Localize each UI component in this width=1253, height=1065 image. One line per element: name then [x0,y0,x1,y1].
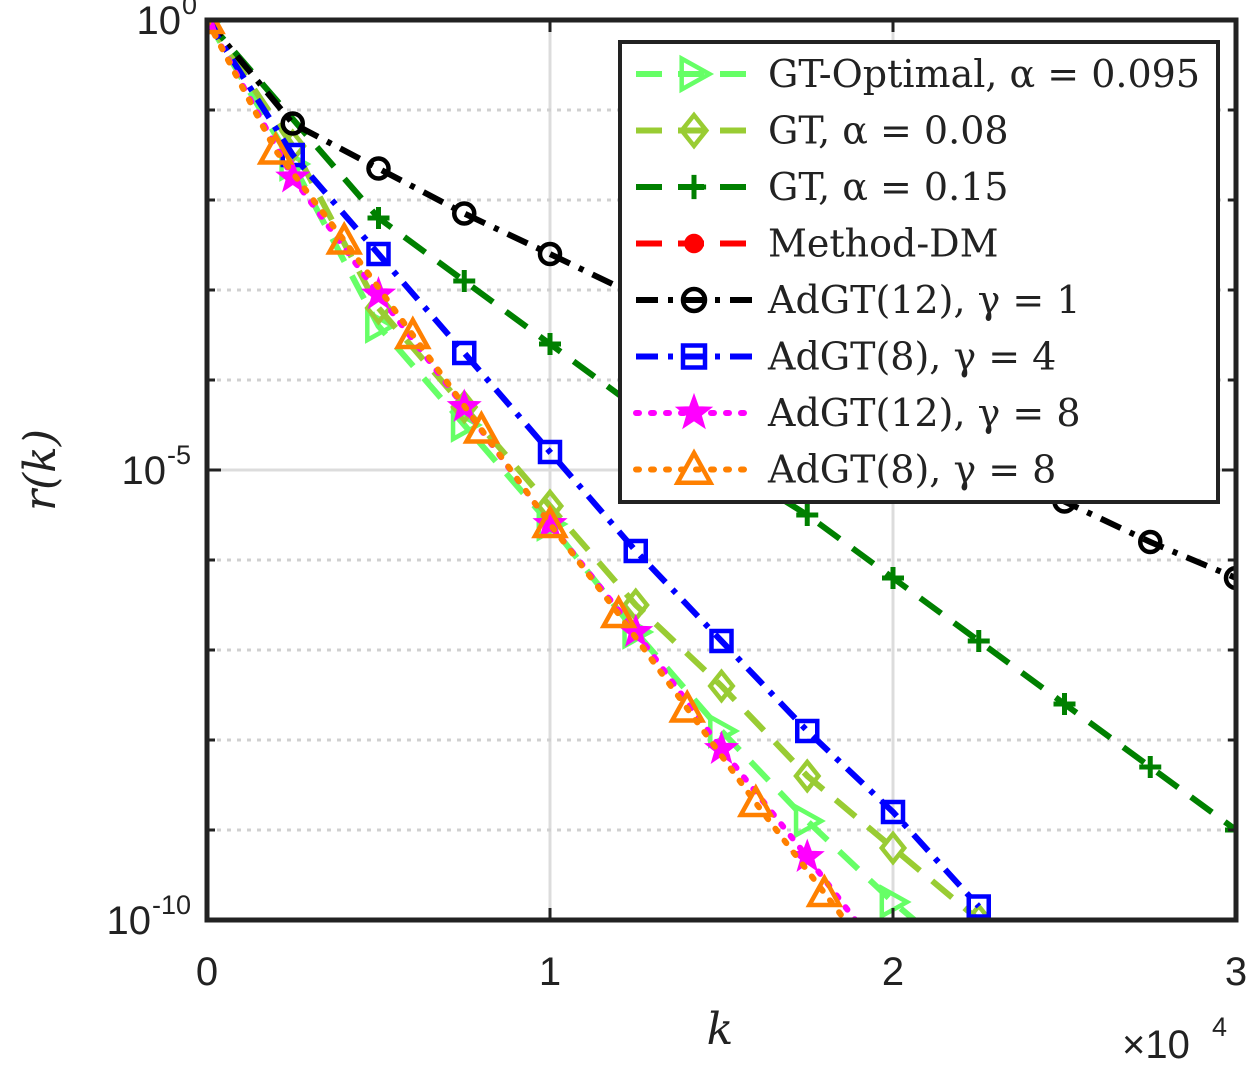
y-tick-base: 10 [137,0,182,43]
axis-ticks [205,18,1238,922]
square-marker [366,241,391,267]
series-line [207,20,1236,581]
legend-label: GT, α = 0.15 [768,165,1009,209]
x-tick-label: 0 [196,950,218,994]
y-tick-exponent: -10 [152,890,191,920]
legend-label: AdGT(8), γ = 4 [767,335,1056,379]
y-tick-label: 10 -5 [122,440,192,493]
square-marker [880,799,906,825]
x-tick-label: 2 [882,950,904,994]
circle-marker [1138,529,1163,555]
plus-marker [681,174,707,200]
series-line [207,20,982,909]
plus-marker [367,207,390,229]
plus-marker [1053,693,1076,715]
series-line [207,20,849,920]
square-marker [537,439,563,465]
series-line [207,20,860,920]
plus-marker [1139,756,1162,778]
plus-marker [882,567,904,589]
legend-label: GT-Optimal, α = 0.095 [768,52,1200,96]
series-8 [207,20,860,920]
series-6 [207,20,991,919]
y-tick-label: 10 0 [137,0,198,43]
dot-marker [684,233,704,254]
plus-marker [539,333,561,355]
x-multiplier-exponent: 4 [1212,1012,1227,1042]
diamond-marker [707,668,736,704]
x-tick-labels: 0 1 2 3 [196,950,1247,994]
diamond-marker [878,830,908,866]
triangle-up-marker [531,504,569,539]
legend-entry: AdGT(8), γ = 4 [636,335,1056,379]
triangle-right-marker [968,960,993,988]
legend-entry: AdGT(12), γ = 1 [636,278,1081,322]
triangle-up-marker [325,220,364,255]
triangle-up-marker [462,409,501,444]
y-tick-exponent: 0 [182,0,197,20]
plus-marker [967,630,990,652]
y-tick-label: 10 -10 [107,890,192,943]
circle-marker [1223,565,1236,591]
legend-entry: Method-DM [636,222,999,266]
legend-label: AdGT(8), γ = 8 [767,448,1056,492]
triangle-right-marker [679,54,715,94]
square-marker [680,343,708,370]
diamond-marker [678,111,710,150]
y-tick-base: 10 [122,449,167,493]
y-axis-label: r(k) [15,429,66,511]
legend-label: AdGT(12), γ = 1 [767,278,1081,322]
triangle-up-marker [256,130,295,165]
triangle-up-marker [673,448,715,485]
triangle-up-marker [599,594,638,629]
square-marker [795,718,820,744]
star-marker [532,505,568,539]
legend-label: Method-DM [768,222,999,266]
x-tick-label: 3 [1225,950,1247,994]
circle-marker [452,201,477,226]
plus-marker [453,270,476,292]
star-marker [360,276,397,310]
circle-marker [366,156,391,181]
legend-entry: GT, α = 0.08 [636,109,1009,153]
circle-marker [680,286,708,314]
legend-label: AdGT(12), γ = 8 [767,391,1081,435]
square-marker [452,340,477,366]
diamond-marker [1053,978,1075,1006]
circle-marker [280,111,305,136]
plus-marker [796,504,819,526]
legend: GT-Optimal, α = 0.095 GT, α = 0.08 GT, α =… [618,40,1220,504]
square-marker [966,894,991,919]
x-multiplier-label: ×10 [1122,1023,1190,1065]
square-marker [623,538,648,564]
diamond-marker [793,758,822,794]
triangle-up-marker [393,315,432,350]
y-tick-exponent: -5 [167,440,191,470]
triangle-up-marker [857,918,860,920]
square-marker [709,628,734,654]
legend-entry: GT-Optimal, α = 0.095 [636,52,1200,96]
triangle-up-marker [736,783,775,818]
circle-marker [537,241,563,267]
legend-label: GT, α = 0.08 [768,109,1009,153]
legend-entry: AdGT(8), γ = 8 [633,448,1056,492]
x-tick-label: 1 [539,950,561,994]
triangle-up-marker [805,873,844,908]
legend-entry: AdGT(12), γ = 8 [633,391,1081,435]
legend-box [618,40,1220,504]
star-marker [674,392,714,430]
triangle-right-marker [793,803,826,839]
triangle-up-marker [668,688,707,723]
legend-entry: GT, α = 0.15 [636,165,1009,209]
y-tick-base: 10 [107,899,152,943]
x-axis-label: k [707,1004,734,1055]
